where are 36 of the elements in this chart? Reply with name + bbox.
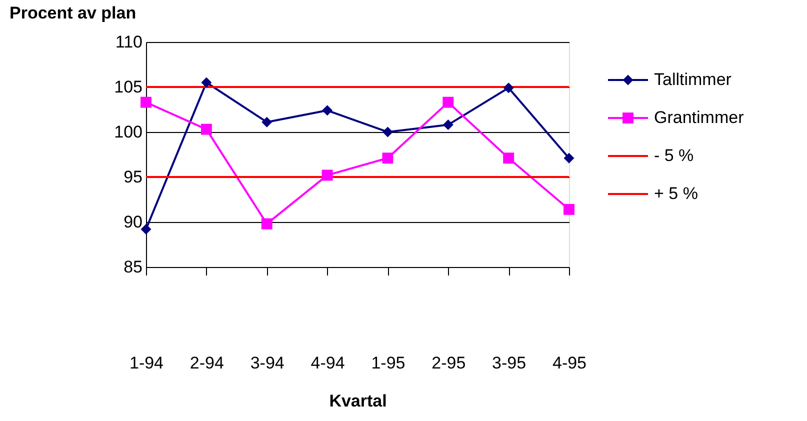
legend-label: + 5 % <box>654 184 698 203</box>
point <box>442 120 454 130</box>
x-axis-title: Kvartal <box>329 392 387 410</box>
y-axis-title: Procent av plan <box>10 4 136 22</box>
y-tick-label: 85 <box>124 258 142 276</box>
legend-label: Talltimmer <box>654 70 732 89</box>
y-tick-label: 105 <box>114 78 142 96</box>
point <box>503 82 514 94</box>
x-tick-label: 2-94 <box>190 354 224 372</box>
y-tick-label: 110 <box>115 32 142 52</box>
y-tick-label: 90 <box>124 212 142 232</box>
point <box>382 126 393 138</box>
y-tick-label: 95 <box>124 168 142 186</box>
legend-label: Grantimmer <box>654 108 744 127</box>
x-tick-label: 3-95 <box>492 354 526 372</box>
point <box>564 152 574 164</box>
point <box>140 224 152 234</box>
y-tick-label: 100 <box>114 122 142 142</box>
point <box>201 77 212 88</box>
x-tick-label: 2-95 <box>432 354 466 372</box>
x-tick-label: 4-95 <box>552 354 587 372</box>
point <box>442 96 454 108</box>
x-tick-label: 1-94 <box>129 354 164 372</box>
point <box>503 152 514 164</box>
point <box>262 116 272 128</box>
x-tick-label: 1-95 <box>371 354 406 372</box>
x-tick-label: 3-94 <box>250 354 284 372</box>
x-tick-label: 4-94 <box>310 354 345 372</box>
point <box>261 218 272 230</box>
point <box>140 96 152 108</box>
point <box>382 152 394 164</box>
point <box>564 204 574 215</box>
point <box>322 105 333 116</box>
point <box>200 124 212 135</box>
point <box>322 170 333 181</box>
legend-label: - 5 % <box>654 146 694 165</box>
